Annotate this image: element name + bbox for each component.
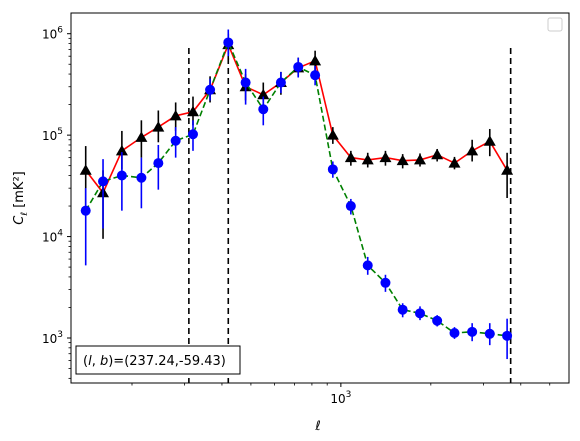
data-point-circle <box>275 77 286 88</box>
plot-frame <box>70 12 570 384</box>
x-tick-label: 103 <box>330 390 351 406</box>
data-point-triangle <box>501 164 514 175</box>
data-point-circle <box>240 77 251 88</box>
series-group <box>79 29 514 360</box>
data-point-circle <box>223 37 234 48</box>
data-point-circle <box>258 104 269 115</box>
annotation-box: (l, b)=(237.24,-59.43) <box>75 345 241 375</box>
data-point-circle <box>380 277 391 288</box>
data-point-circle <box>205 84 216 95</box>
data-point-circle <box>136 172 147 183</box>
data-point-circle <box>187 129 198 140</box>
data-point-triangle <box>79 164 92 175</box>
data-point-circle <box>116 170 127 181</box>
legend-box <box>547 17 563 32</box>
data-point-circle <box>170 135 181 146</box>
data-point-triangle <box>448 157 461 168</box>
data-point-circle <box>98 176 109 187</box>
data-point-circle <box>449 328 460 339</box>
data-point-circle <box>310 70 321 81</box>
data-point-triangle <box>361 153 374 165</box>
annotation-frame <box>75 345 241 375</box>
data-point-triangle <box>186 105 199 117</box>
data-point-triangle <box>483 135 496 146</box>
data-point-circle <box>362 260 373 271</box>
data-point-circle <box>484 328 495 339</box>
vertical-reference-lines <box>188 48 512 383</box>
data-point-triangle <box>115 144 128 156</box>
data-point-triangle <box>396 154 409 166</box>
data-point-circle <box>345 201 356 212</box>
data-point-circle <box>80 205 91 216</box>
data-point-triangle <box>466 144 479 156</box>
data-point-circle <box>153 158 164 169</box>
x-axis-label: ℓ <box>314 419 320 434</box>
data-point-triangle <box>169 109 182 121</box>
y-axis-label: Cℓ [mK²] <box>12 171 30 224</box>
data-point-triangle <box>431 148 444 160</box>
annotation-text: (l, b)=(237.24,-59.43) <box>83 354 226 369</box>
data-point-triangle <box>379 151 392 163</box>
data-point-circle <box>327 164 338 175</box>
data-point-triangle <box>414 153 427 165</box>
plot-area <box>71 13 569 383</box>
data-point-circle <box>502 330 513 341</box>
data-point-triangle <box>257 88 270 100</box>
data-point-triangle <box>344 151 357 163</box>
data-point-circle <box>397 304 408 315</box>
data-point-circle <box>467 326 478 337</box>
data-point-circle <box>293 61 304 72</box>
data-point-triangle <box>135 131 148 142</box>
y-tick-label: 104 <box>42 229 63 245</box>
y-tick-label: 105 <box>42 127 63 143</box>
data-point-triangle <box>326 129 339 140</box>
data-point-triangle <box>309 54 322 66</box>
data-point-circle <box>432 315 443 326</box>
y-tick-label: 106 <box>42 26 63 42</box>
data-point-circle <box>415 308 426 319</box>
y-tick-label: 103 <box>42 330 63 346</box>
data-point-triangle <box>152 121 165 132</box>
